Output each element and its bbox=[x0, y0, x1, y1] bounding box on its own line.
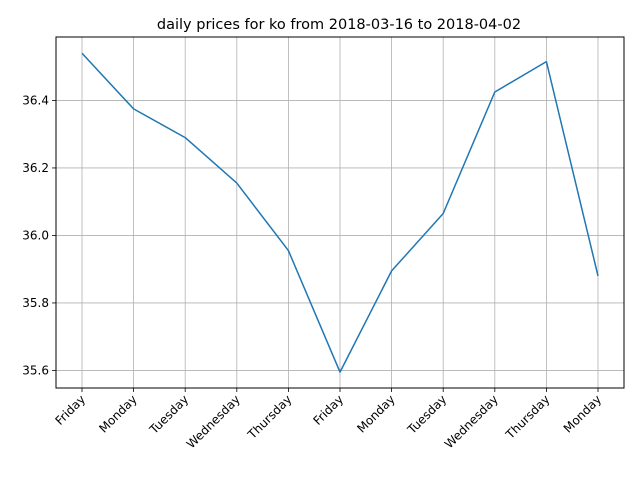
data-point bbox=[339, 371, 342, 374]
chart-title: daily prices for ko from 2018-03-16 to 2… bbox=[157, 17, 521, 33]
data-point bbox=[132, 107, 135, 110]
x-tick-label: Thursday bbox=[244, 392, 294, 442]
data-point bbox=[390, 269, 393, 272]
data-point bbox=[545, 60, 548, 63]
y-tick-label: 36.2 bbox=[22, 161, 49, 175]
y-axis: 35.6 35.8 36.0 36.2 36.4 bbox=[22, 93, 56, 377]
x-tick-label: Tuesday bbox=[146, 392, 191, 437]
y-tick-label: 36.4 bbox=[22, 93, 49, 107]
data-point bbox=[597, 274, 600, 277]
data-point bbox=[493, 91, 496, 94]
data-point bbox=[235, 182, 238, 185]
series-layer bbox=[81, 52, 600, 374]
y-tick-label: 35.6 bbox=[22, 363, 49, 377]
data-point bbox=[81, 52, 84, 55]
x-tick-label: Monday bbox=[96, 392, 139, 435]
x-tick-label: Wednesday bbox=[442, 392, 501, 451]
x-tick-label: Monday bbox=[354, 392, 397, 435]
x-tick-label: Friday bbox=[311, 392, 347, 428]
series-line bbox=[81, 52, 599, 373]
x-tick-label: Monday bbox=[561, 392, 604, 435]
grid-lines bbox=[56, 37, 624, 388]
x-tick-label: Tuesday bbox=[404, 392, 449, 437]
data-point bbox=[184, 136, 187, 139]
y-tick-label: 36.0 bbox=[22, 228, 49, 242]
x-tick-label: Thursday bbox=[502, 392, 552, 442]
data-point bbox=[442, 212, 445, 215]
x-tick-label: Friday bbox=[53, 392, 89, 428]
y-tick-label: 35.8 bbox=[22, 296, 49, 310]
x-tick-label: Wednesday bbox=[184, 392, 243, 451]
data-point bbox=[287, 249, 290, 252]
